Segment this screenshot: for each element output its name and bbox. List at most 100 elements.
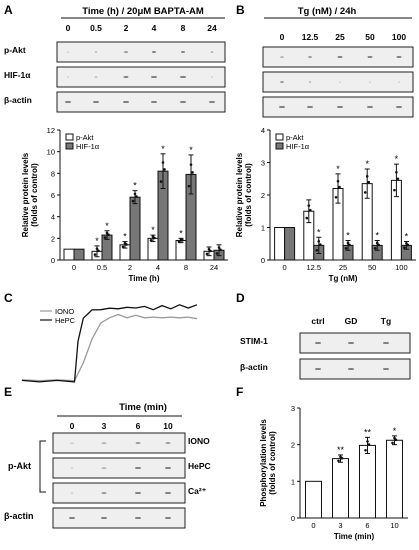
significance-mark: * (346, 231, 350, 241)
band (135, 442, 141, 444)
significance-mark: * (336, 164, 340, 174)
data-point (159, 180, 163, 183)
blot-actin (299, 358, 411, 380)
blot-label-hepc: HePC (188, 461, 211, 471)
x-tick-label: 50 (368, 263, 376, 272)
band (348, 342, 354, 344)
band (124, 51, 128, 53)
y-axis-label: Relative protein levels (235, 152, 244, 237)
data-point (338, 185, 341, 189)
panel-label-e: E (4, 385, 12, 399)
lane-label: Tg (381, 316, 391, 326)
y-axis-label: Relative protein levels (21, 152, 30, 237)
data-point (315, 248, 319, 252)
y-tick-label: 2 (51, 234, 55, 243)
x-tick-label: 4 (156, 263, 160, 272)
data-point (309, 208, 312, 212)
y-tick-label: 2 (261, 191, 265, 200)
panel-e-blots (52, 432, 186, 529)
significance-mark: * (95, 236, 99, 246)
blot-label-actin: β-actin (4, 95, 32, 105)
bar (359, 444, 376, 519)
band (123, 76, 129, 78)
legend-swatch (275, 142, 284, 150)
panel-e-bracket (39, 440, 46, 493)
blot-hif1a (262, 71, 414, 93)
x-axis-label: Time (h) (129, 274, 160, 283)
lane-label: 6 (136, 421, 141, 431)
data-point (305, 216, 309, 220)
band (135, 492, 141, 494)
lane-label: 0.5 (90, 23, 102, 33)
band (123, 101, 129, 103)
band (165, 467, 171, 469)
y-tick-label: 8 (51, 169, 55, 178)
significance-mark: * (133, 181, 137, 191)
bar (284, 227, 296, 261)
lane-label: 0 (66, 23, 71, 33)
bar (63, 248, 75, 261)
band (180, 76, 186, 78)
x-tick-label: 12.5 (306, 263, 321, 272)
panel-a-blots (56, 41, 226, 113)
panel-label-d: D (236, 291, 245, 305)
panel-label-a: A (4, 3, 13, 17)
bar (175, 240, 187, 261)
bar (305, 480, 322, 519)
trace-hepc (21, 304, 198, 383)
band (337, 106, 343, 108)
data-point (336, 179, 340, 183)
panel-b-chart: 0 1 2 3 4 0 12.5 * 25 * * 50 * * 100 * * Tg (nM) Relative … (235, 126, 416, 283)
significance-mark: * (179, 228, 183, 238)
data-point (377, 243, 381, 247)
x-tick-label: 0 (311, 521, 315, 530)
y-axis-label: (folds of control) (244, 163, 253, 227)
band (307, 106, 313, 108)
panel-f-chart: 0 1 2 3 0 3 ** 6 ** 10 * Time (min) Phosphorylation … (259, 404, 408, 541)
legend-iono: IONO (55, 307, 74, 316)
data-point (367, 180, 371, 184)
lane-label: 100 (392, 32, 406, 42)
legend-swatch (65, 133, 74, 141)
band (280, 81, 284, 83)
data-point (219, 248, 222, 252)
blot-pakt-hepc (52, 457, 186, 479)
legend-swatch (65, 142, 74, 150)
data-point (149, 238, 153, 242)
legend-label: HIF-1α (286, 142, 310, 151)
lane-label: 0 (280, 32, 285, 42)
lane-label: 25 (335, 32, 345, 42)
x-tick-label: 24 (210, 263, 218, 272)
band (367, 106, 373, 108)
x-tick-label: 2 (128, 263, 132, 272)
y-axis-label: Phosphorylation levels (259, 419, 268, 507)
data-point (177, 240, 181, 244)
band (151, 76, 157, 78)
y-tick-label: 2 (291, 441, 295, 450)
legend-label: HIF-1α (76, 142, 100, 151)
y-tick-label: 0 (291, 514, 295, 523)
significance-mark: * (365, 159, 369, 169)
data-point (151, 235, 155, 239)
band (165, 517, 171, 519)
blot-actin (56, 91, 226, 113)
data-point (365, 175, 369, 178)
data-point (394, 438, 398, 442)
band (348, 368, 354, 370)
lane-label: ctrl (311, 316, 324, 326)
data-point (179, 238, 183, 241)
legend-label: p-Akt (76, 133, 94, 142)
y-axis-label: (folds of control) (30, 163, 39, 227)
x-tick-label: 6 (365, 521, 369, 530)
data-point (97, 249, 100, 253)
lane-label: 50 (365, 32, 375, 42)
x-tick-label: 25 (339, 263, 347, 272)
data-point (317, 240, 321, 243)
x-axis-label: Time (min) (334, 532, 375, 541)
band (101, 467, 107, 469)
data-point (393, 188, 396, 192)
y-tick-label: 6 (51, 191, 55, 200)
data-point (367, 443, 371, 446)
significance-mark: ** (364, 427, 372, 437)
